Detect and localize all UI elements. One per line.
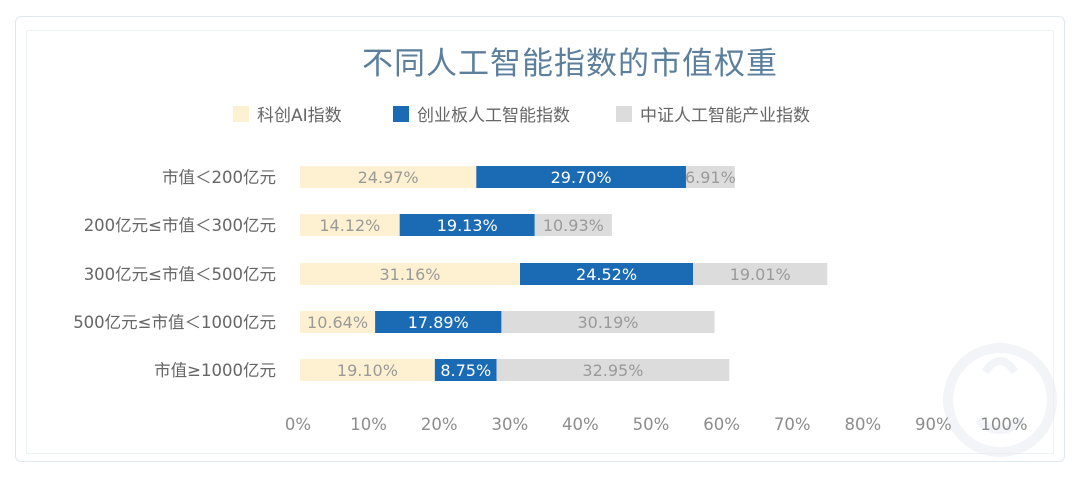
bar-segment bbox=[693, 263, 828, 285]
data-label: 17.89% bbox=[408, 313, 469, 332]
tick-label: 100% bbox=[980, 415, 1027, 434]
legend: 科创AI指数 创业板人工智能指数 中证人工智能产业指数 bbox=[233, 106, 810, 126]
data-label: 10.93% bbox=[543, 216, 604, 235]
watermark-logo bbox=[943, 343, 1057, 457]
bar-segment bbox=[300, 214, 400, 236]
category-label: 市值≥1000亿元 bbox=[154, 361, 276, 380]
data-label: 32.95% bbox=[582, 361, 643, 380]
tick-label: 80% bbox=[844, 415, 881, 434]
data-label: 31.16% bbox=[379, 265, 440, 284]
legend-label: 创业板人工智能指数 bbox=[417, 106, 570, 126]
data-label: 19.13% bbox=[437, 216, 498, 235]
data-label: 30.19% bbox=[577, 313, 638, 332]
legend-label: 中证人工智能产业指数 bbox=[640, 106, 810, 126]
chart-card bbox=[15, 16, 1065, 462]
legend-swatch bbox=[616, 106, 632, 122]
tick-label: 70% bbox=[774, 415, 811, 434]
bar-segment bbox=[434, 359, 497, 381]
legend-swatch bbox=[393, 106, 409, 122]
bar-segment bbox=[534, 214, 612, 236]
category-label: 200亿元≤市值＜300亿元 bbox=[84, 216, 276, 235]
bar-segment bbox=[300, 359, 435, 381]
category-label: 市值＜200亿元 bbox=[162, 168, 276, 187]
data-label: 8.75% bbox=[440, 361, 491, 380]
data-label: 14.12% bbox=[319, 216, 380, 235]
tick-label: 0% bbox=[285, 415, 311, 434]
bar-segment bbox=[300, 311, 376, 333]
legend-label: 科创AI指数 bbox=[257, 106, 342, 126]
chart-title: 不同人工智能指数的市值权重 bbox=[362, 46, 778, 82]
bar-segment bbox=[496, 359, 730, 381]
x-axis-ticks: 0% 10% 20% 30% 40% 50% 60% 70% 80% 90% 100% bbox=[285, 415, 1028, 434]
tick-label: 20% bbox=[421, 415, 458, 434]
tick-label: 90% bbox=[915, 415, 952, 434]
tick-label: 10% bbox=[350, 415, 387, 434]
bars: 24.97% 29.70% 6.91% 14.12% 19.13% 10.93% 31.16… bbox=[300, 166, 828, 381]
chart-inner-frame bbox=[26, 30, 1054, 454]
bar-segment bbox=[300, 263, 520, 285]
data-label: 10.64% bbox=[307, 313, 368, 332]
bar-segment bbox=[399, 214, 535, 236]
bar-segment bbox=[300, 166, 477, 188]
bar-segment bbox=[501, 311, 715, 333]
tick-label: 40% bbox=[562, 415, 599, 434]
bar-segment bbox=[375, 311, 502, 333]
category-label: 500亿元≤市值＜1000亿元 bbox=[73, 313, 276, 332]
tick-label: 30% bbox=[491, 415, 528, 434]
category-label: 300亿元≤市值＜500亿元 bbox=[84, 265, 276, 284]
data-label: 24.97% bbox=[358, 168, 419, 187]
bar-segment bbox=[476, 166, 686, 188]
data-label: 19.10% bbox=[337, 361, 398, 380]
data-label: 19.01% bbox=[730, 265, 791, 284]
data-label: 29.70% bbox=[551, 168, 612, 187]
tick-label: 60% bbox=[703, 415, 740, 434]
bar-segment bbox=[685, 166, 735, 188]
bar-segment bbox=[519, 263, 694, 285]
category-labels: 市值＜200亿元 200亿元≤市值＜300亿元 300亿元≤市值＜500亿元 500亿… bbox=[73, 168, 276, 380]
legend-swatch bbox=[233, 106, 249, 122]
tick-label: 50% bbox=[633, 415, 670, 434]
data-label: 6.91% bbox=[685, 168, 736, 187]
data-label: 24.52% bbox=[576, 265, 637, 284]
